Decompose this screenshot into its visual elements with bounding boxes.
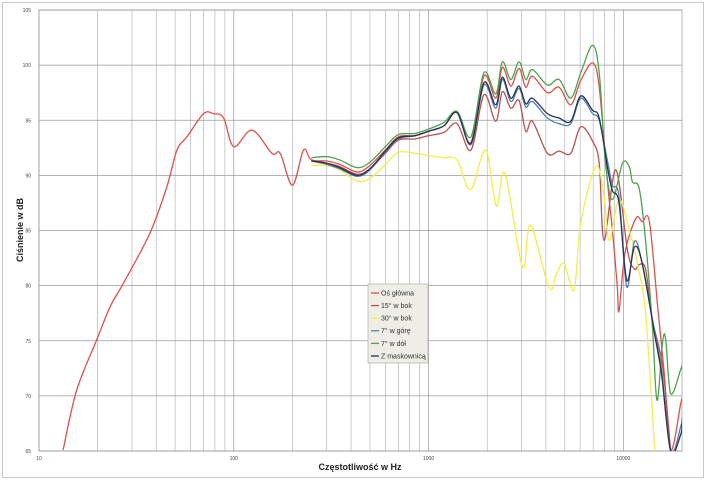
x-tick-label: 10000 — [616, 456, 630, 462]
y-tick-label: 90 — [25, 173, 31, 179]
x-axis-ticks: 10 100 1000 10000 — [36, 456, 630, 462]
series-line-2 — [311, 149, 656, 451]
x-tick-label: 1000 — [423, 456, 434, 462]
y-tick-label: 65 — [25, 449, 31, 455]
y-tick-label: 85 — [25, 229, 31, 235]
legend-box — [367, 283, 429, 364]
y-tick-label: 70 — [25, 394, 31, 400]
legend: Oś główna 15° w bok 30° w bok 7° w górę 7° w… — [367, 283, 429, 364]
legend-entry: 7° w górę — [381, 327, 411, 335]
y-axis-ticks: 65 70 75 80 85 90 95 100 105 — [23, 8, 32, 455]
chart-frame — [2, 2, 704, 478]
legend-entry: 7° w dół — [381, 340, 406, 348]
series-line-5 — [311, 76, 682, 451]
x-axis-label: Częstotliwość w Hz — [318, 462, 402, 472]
x-tick-label: 10 — [36, 456, 42, 462]
x-tick-label: 100 — [230, 456, 239, 462]
y-tick-label: 75 — [25, 339, 31, 345]
y-tick-label: 80 — [25, 284, 31, 290]
legend-entry: 15° w bok — [381, 302, 412, 310]
legend-entry: 30° w bok — [381, 315, 412, 323]
legend-entry: Z maskownicą — [381, 353, 426, 360]
y-axis-label: Ciśnienie w dB — [15, 197, 25, 262]
y-tick-label: 100 — [23, 63, 32, 69]
y-tick-label: 95 — [25, 118, 31, 124]
series-line-3 — [311, 78, 682, 451]
legend-entry: Oś główna — [381, 290, 414, 297]
grid — [38, 9, 683, 452]
y-tick-label: 105 — [23, 8, 32, 14]
series-lines — [62, 44, 682, 451]
